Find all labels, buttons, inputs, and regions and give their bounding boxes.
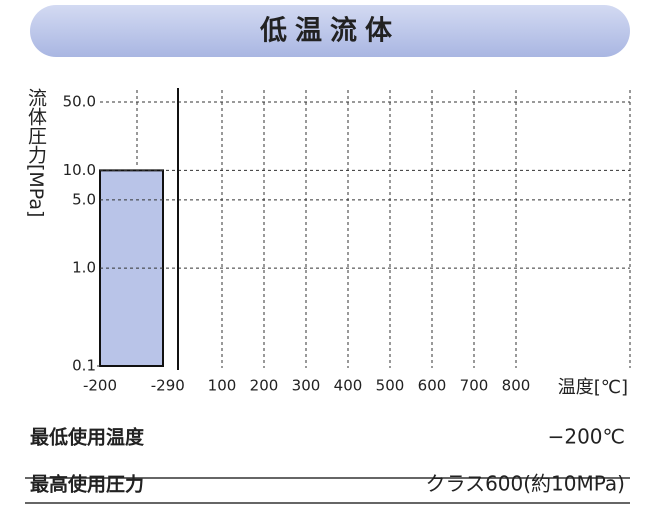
x-tick-label: 800 [502, 377, 531, 395]
x-tick-label: 400 [334, 377, 363, 395]
y-tick-label: 0.1 [72, 357, 96, 375]
y-tick-label: 1.0 [72, 259, 96, 277]
x-tick-label: 500 [376, 377, 405, 395]
x-tick-label: 300 [292, 377, 321, 395]
spec-label: 最低使用温度 [30, 426, 145, 449]
x-tick-label: 700 [460, 377, 489, 395]
y-axis-label: 流体圧力[MPa] [25, 88, 47, 218]
chart-title: 低温流体 [259, 16, 400, 47]
spec-value: −200℃ [548, 425, 625, 449]
x-tick-label: -29 [151, 377, 176, 395]
title-banner [30, 5, 630, 57]
spec-label: 最高使用圧力 [30, 473, 144, 496]
y-tick-label: 5.0 [72, 190, 96, 208]
y-tick-label: 10.0 [63, 161, 96, 179]
x-tick-label: 0 [175, 377, 185, 395]
y-tick-label: 50.0 [63, 93, 96, 111]
x-tick-label: 600 [418, 377, 447, 395]
x-tick-label: 200 [250, 377, 279, 395]
x-tick-label: -200 [83, 377, 117, 395]
spec-value: クラス600(約10MPa) [425, 472, 625, 496]
x-tick-label: 100 [208, 377, 237, 395]
x-axis-label: 温度[℃] [558, 377, 628, 398]
